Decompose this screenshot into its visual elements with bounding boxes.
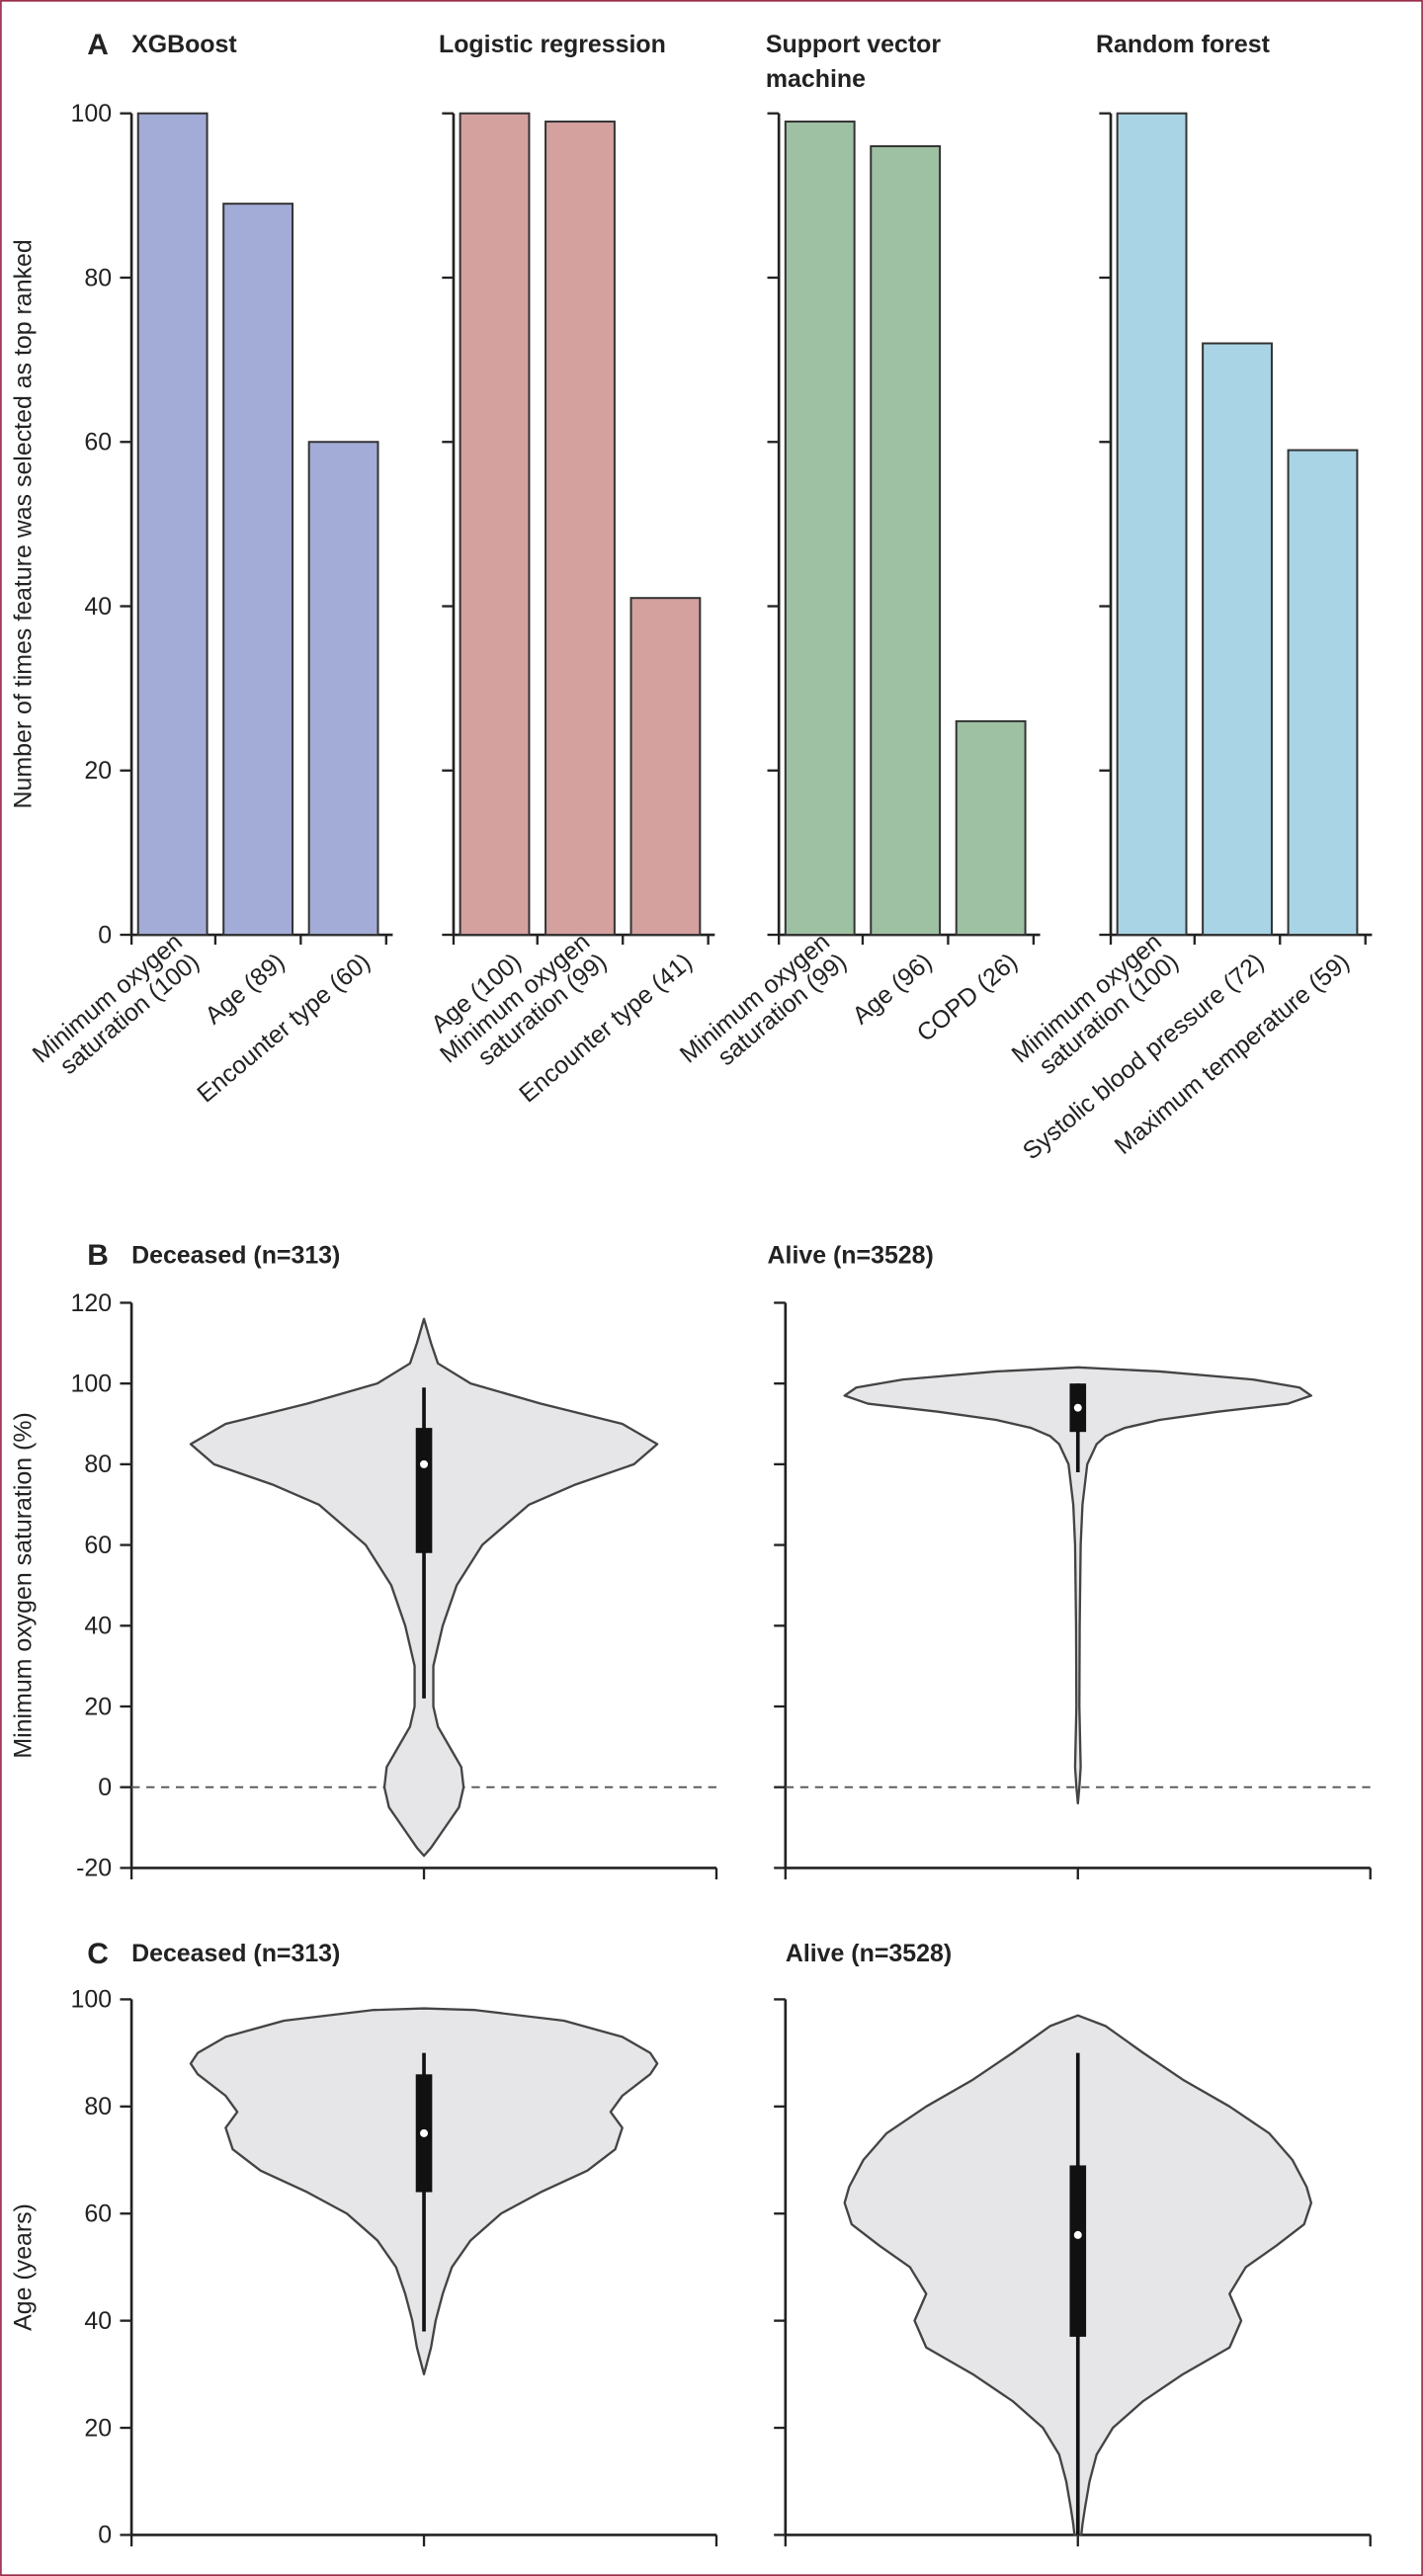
chart-title: Alive (n=3528) xyxy=(768,1242,934,1270)
bar xyxy=(544,121,616,937)
bar xyxy=(1287,449,1359,937)
y-tick-label: 60 xyxy=(84,2201,112,2228)
y-tick-label: 80 xyxy=(84,2093,112,2120)
y-tick-label: 100 xyxy=(71,100,113,127)
panel-label: B xyxy=(87,1239,109,1272)
y-tick-label: 20 xyxy=(84,2414,112,2442)
bar xyxy=(1116,112,1188,937)
chart-title: XGBoost xyxy=(131,31,237,58)
box xyxy=(1069,2165,1087,2337)
bar xyxy=(459,112,531,937)
chart-title: Alive (n=3528) xyxy=(786,1940,952,1967)
bar xyxy=(136,112,209,937)
bar xyxy=(784,121,856,937)
y-tick-label: 20 xyxy=(84,1693,112,1720)
y-axis-label: Age (years) xyxy=(10,2203,38,2331)
chart-title: Logistic regression xyxy=(439,31,666,58)
chart-title: machine xyxy=(766,65,866,93)
y-tick-label: 40 xyxy=(84,593,112,621)
chart-title: Support vector xyxy=(766,31,942,58)
y-tick-label: 0 xyxy=(98,2522,112,2549)
y-tick-label: 60 xyxy=(84,429,112,457)
chart-title: Deceased (n=313) xyxy=(131,1242,340,1270)
bar xyxy=(955,719,1027,937)
bar xyxy=(870,144,942,937)
violin xyxy=(843,1366,1313,1805)
y-axis-label: Number of times feature was selected as … xyxy=(10,239,38,808)
y-tick-label: 0 xyxy=(98,921,112,949)
y-tick-label: 20 xyxy=(84,757,112,785)
chart-title: Random forest xyxy=(1096,31,1270,58)
bar xyxy=(307,441,379,937)
y-tick-label: 80 xyxy=(84,1451,112,1478)
y-tick-label: -20 xyxy=(76,1855,112,1882)
median xyxy=(420,1459,429,1468)
median xyxy=(1073,1403,1082,1412)
y-tick-label: 120 xyxy=(71,1289,113,1317)
panel-label: C xyxy=(87,1938,109,1970)
chart-title: Deceased (n=313) xyxy=(131,1940,340,1967)
median xyxy=(1073,2230,1082,2239)
panel-label: A xyxy=(87,29,109,61)
y-axis-label: Minimum oxygen saturation (%) xyxy=(10,1412,38,1758)
y-tick-label: 0 xyxy=(98,1774,112,1801)
bar xyxy=(222,203,294,937)
y-tick-label: 40 xyxy=(84,2307,112,2335)
median xyxy=(420,2128,429,2137)
bar xyxy=(629,597,702,937)
box xyxy=(415,1428,433,1553)
y-tick-label: 80 xyxy=(84,264,112,291)
y-tick-label: 40 xyxy=(84,1613,112,1640)
y-tick-label: 100 xyxy=(71,1370,113,1397)
bar xyxy=(1202,342,1273,937)
y-tick-label: 60 xyxy=(84,1532,112,1559)
y-tick-label: 100 xyxy=(71,1986,113,2014)
